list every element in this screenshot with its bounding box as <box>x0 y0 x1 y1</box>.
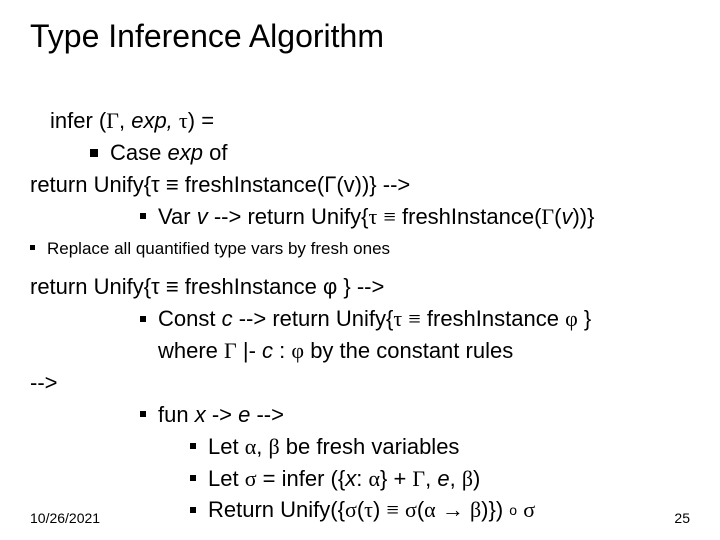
text: Replace all quantified type vars by fres… <box>47 239 390 258</box>
text: = infer ({ <box>257 466 346 491</box>
alpha-symbol: α <box>424 497 436 522</box>
beta-symbol: β <box>470 497 481 522</box>
text: --> return Unify{ <box>233 306 394 331</box>
bullet-icon <box>30 245 35 250</box>
text: Var <box>158 204 197 229</box>
text: } <box>578 306 591 331</box>
sigma-symbol: σ <box>245 466 257 491</box>
slide-title: Type Inference Algorithm <box>30 18 690 55</box>
bullet-icon <box>140 411 146 417</box>
e-var: e <box>437 466 449 491</box>
phi-symbol: φ <box>291 338 304 363</box>
equiv-symbol: ≡ <box>408 306 420 331</box>
bullet-icon <box>90 149 98 157</box>
line-case: Case exp of <box>90 137 690 169</box>
exp-var: exp, <box>131 108 173 133</box>
text: of <box>203 140 227 165</box>
text: Let <box>208 434 245 459</box>
e-var: e <box>238 402 250 427</box>
text: -> <box>206 402 238 427</box>
tau-symbol: τ <box>364 497 373 522</box>
line-return: Return Unify({σ(τ) ≡ σ(α → β)}) o σ <box>190 494 690 526</box>
arrow-symbol: → <box>442 497 464 522</box>
text: ) <box>373 497 386 522</box>
bullet-icon <box>140 213 146 219</box>
x-var: x <box>345 466 356 491</box>
equiv-symbol: ≡ <box>386 497 398 522</box>
text: ) <box>473 466 480 491</box>
sigma-symbol: σ <box>523 497 535 522</box>
gamma-symbol: Γ <box>541 204 554 229</box>
text: fun <box>158 402 195 427</box>
text: by the constant rules <box>304 338 513 363</box>
beta-symbol: β <box>462 466 473 491</box>
exp-var: exp <box>167 140 202 165</box>
v-var: v <box>197 204 208 229</box>
tau-symbol: τ <box>393 306 402 331</box>
c-var: c <box>262 338 273 363</box>
c-var: c <box>222 306 233 331</box>
x-var: x <box>195 402 206 427</box>
compose-symbol: o <box>509 502 517 518</box>
text: freshInstance <box>421 306 565 331</box>
text: where <box>158 338 224 363</box>
text: --> <box>250 402 284 427</box>
bullet-icon <box>140 316 146 322</box>
text: : <box>273 338 291 363</box>
line-let-ab: Let α, β be fresh variables <box>190 431 690 463</box>
text: Case <box>110 140 167 165</box>
line-const-where: where Γ |- c : φ by the constant rules <box>140 335 690 367</box>
line-replace-note: Replace all quantified type vars by fres… <box>30 237 690 262</box>
text: , <box>119 108 131 133</box>
slide-body: infer (Γ, exp, τ) = Case exp of return U… <box>30 105 690 526</box>
alpha-symbol: α <box>245 434 257 459</box>
gamma-symbol: Γ <box>224 338 237 363</box>
text: } + <box>380 466 412 491</box>
gamma-symbol: Γ <box>412 466 425 491</box>
bullet-icon <box>190 443 196 449</box>
text: be fresh variables <box>280 434 460 459</box>
line-let-sigma: Let σ = infer ({x: α} + Γ, e, β) <box>190 463 690 495</box>
equiv-symbol: ≡ <box>383 204 395 229</box>
sigma-symbol: σ <box>405 497 417 522</box>
text: , <box>450 466 462 491</box>
phi-symbol: φ <box>565 306 578 331</box>
text: Let <box>208 466 245 491</box>
text: , <box>256 434 268 459</box>
footer-page: 25 <box>674 510 690 526</box>
line-fun: fun x -> e --> <box>140 399 690 431</box>
alpha-symbol: α <box>368 466 380 491</box>
text: : <box>356 466 368 491</box>
footer-date: 10/26/2021 <box>30 510 100 526</box>
text: infer ( <box>50 108 106 133</box>
text: ) = <box>188 108 214 133</box>
text: )}) <box>481 497 509 522</box>
line-var: Var v --> return Unify{τ ≡ freshInstance… <box>140 201 690 233</box>
v-var: v <box>561 204 572 229</box>
text: Return Unify({ <box>208 497 345 522</box>
bullet-icon <box>190 507 196 513</box>
tau-symbol: τ <box>179 108 188 133</box>
text: |- <box>237 338 262 363</box>
bullet-icon <box>190 475 196 481</box>
line-const: Const c --> return Unify{τ ≡ freshInstan… <box>140 303 690 335</box>
beta-symbol: β <box>268 434 279 459</box>
slide-container: Type Inference Algorithm infer (Γ, exp, … <box>0 0 720 540</box>
line-infer-signature: infer (Γ, exp, τ) = <box>50 105 690 137</box>
gamma-symbol: Γ <box>106 108 119 133</box>
text: Const <box>158 306 222 331</box>
text: , <box>425 466 437 491</box>
text: --> return Unify{ <box>208 204 369 229</box>
text: freshInstance( <box>396 204 542 229</box>
text: ))} <box>572 204 594 229</box>
tau-symbol: τ <box>369 204 378 229</box>
sigma-symbol: σ <box>345 497 357 522</box>
